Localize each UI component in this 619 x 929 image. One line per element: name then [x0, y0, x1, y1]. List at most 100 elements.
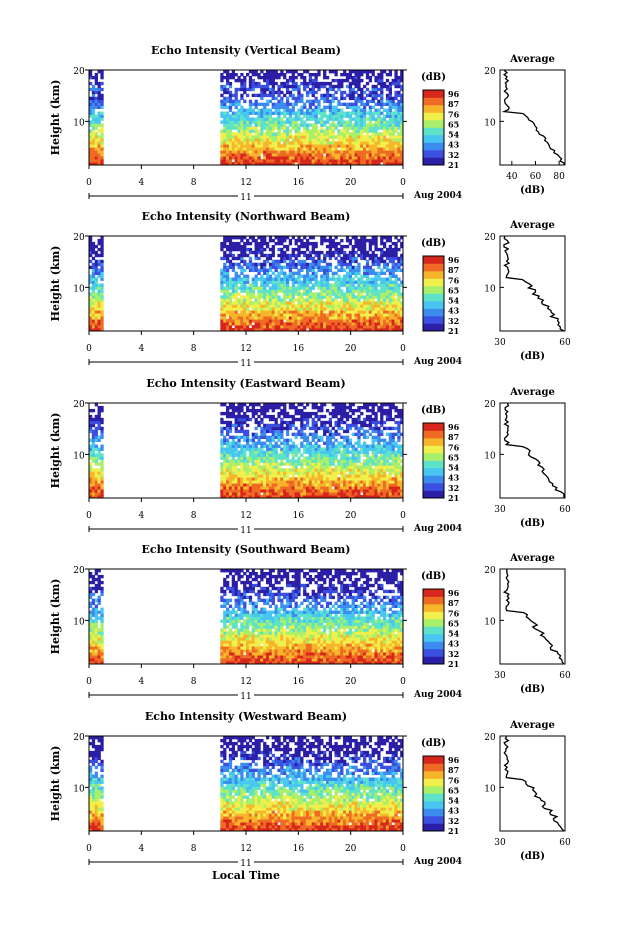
heatmap-cell: [377, 474, 381, 478]
heatmap-cell: [254, 495, 258, 499]
heatmap-cell: [254, 144, 258, 148]
heatmap-cell: [285, 87, 290, 92]
heatmap-cell: [357, 247, 361, 252]
colorbar-step: [423, 112, 444, 121]
heatmap-cell: [89, 322, 93, 326]
heatmap-cell: [308, 477, 313, 481]
heatmap-cell: [325, 480, 330, 484]
heatmap-cell: [271, 462, 275, 466]
heatmap-cell: [228, 138, 233, 142]
heatmap-cell: [237, 114, 241, 118]
heatmap-cell: [243, 480, 247, 484]
heatmap-cell: [323, 313, 327, 317]
heatmap-cell: [380, 135, 384, 139]
heatmap-cell: [97, 138, 101, 142]
heatmap-cell: [91, 247, 96, 252]
heatmap-cell: [265, 295, 270, 299]
heatmap-cell: [297, 159, 301, 163]
heatmap-cell: [283, 280, 287, 284]
heatmap-cell: [343, 450, 347, 454]
colorbar-step: [423, 120, 444, 128]
heatmap-cell: [231, 489, 235, 493]
heatmap-cell: [331, 289, 335, 293]
heatmap-cell: [365, 135, 370, 139]
heatmap-cell: [371, 72, 375, 77]
heatmap-cell: [246, 241, 250, 246]
heatmap-cell: [351, 250, 355, 255]
heatmap-cell: [397, 117, 401, 121]
heatmap-cell: [94, 135, 98, 139]
heatmap-cell: [345, 304, 350, 308]
heatmap-cell: [263, 108, 267, 112]
heatmap-cell: [291, 319, 295, 323]
heatmap-cell: [337, 117, 341, 121]
heatmap-cell: [365, 274, 370, 278]
heatmap-cell: [91, 90, 96, 95]
heatmap-cell: [268, 486, 273, 490]
heatmap-cell: [223, 295, 227, 299]
heatmap-cell: [343, 120, 347, 124]
heatmap-cell: [351, 286, 355, 290]
heatmap-cell: [323, 108, 327, 112]
heatmap-cell: [331, 153, 335, 157]
heatmap-cell: [308, 159, 313, 163]
heatmap-cell: [345, 256, 350, 261]
heatmap-cell: [328, 328, 333, 332]
heatmap-cell: [360, 280, 364, 284]
heatmap-cell: [365, 489, 370, 493]
heatmap-cell: [391, 292, 395, 296]
heatmap-cell: [297, 286, 301, 290]
heatmap-cell: [277, 132, 281, 136]
heatmap-cell: [288, 114, 293, 118]
heatmap-cell: [354, 483, 358, 487]
heatmap-cell: [348, 90, 353, 95]
heatmap-cell: [231, 147, 235, 151]
heatmap-cell: [268, 286, 273, 290]
heatmap-cell: [357, 283, 361, 287]
heatmap-cell: [357, 301, 361, 305]
heatmap-cell: [291, 322, 295, 326]
heatmap-cell: [228, 313, 233, 317]
heatmap-cell: [283, 114, 287, 118]
heatmap-cell: [274, 236, 278, 240]
heatmap-cell: [248, 70, 253, 74]
heatmap-cell: [365, 295, 370, 299]
heatmap-cell: [374, 96, 378, 101]
heatmap-cell: [340, 456, 344, 460]
heatmap-cell: [280, 150, 284, 154]
heatmap-cell: [226, 495, 230, 499]
heatmap-cell: [223, 162, 227, 166]
heatmap-cell: [226, 253, 230, 258]
heatmap-cell: [334, 256, 338, 261]
heatmap-cell: [365, 132, 370, 136]
heatmap-cell: [100, 292, 104, 296]
heatmap-cell: [260, 289, 264, 293]
heatmap-cell: [263, 283, 267, 287]
heatmap-cell: [320, 310, 324, 314]
heatmap-cell: [100, 96, 104, 101]
heatmap-cell: [371, 236, 375, 240]
heatmap-cell: [397, 304, 401, 308]
heatmap-cell: [343, 280, 347, 284]
heatmap-cell: [291, 462, 295, 466]
heatmap-cell: [323, 322, 327, 326]
heatmap-cell: [311, 459, 315, 463]
heatmap-cell: [305, 132, 310, 136]
heatmap-cell: [394, 256, 398, 261]
heatmap-cell: [89, 99, 93, 104]
heatmap-cell: [294, 247, 298, 252]
heatmap-cell: [220, 138, 224, 142]
heatmap-cell: [280, 486, 284, 490]
heatmap-cell: [89, 253, 93, 258]
heatmap-cell: [280, 492, 284, 496]
heatmap-cell: [303, 304, 307, 308]
heatmap-cell: [283, 253, 287, 258]
heatmap-cell: [360, 238, 364, 243]
heatmap-cell: [317, 474, 321, 478]
heatmap-cell: [383, 259, 387, 264]
heatmap-cell: [89, 132, 93, 136]
heatmap-cell: [300, 301, 304, 305]
heatmap-cell: [397, 162, 401, 166]
heatmap-cell: [383, 280, 387, 284]
heatmap-cell: [388, 313, 392, 317]
